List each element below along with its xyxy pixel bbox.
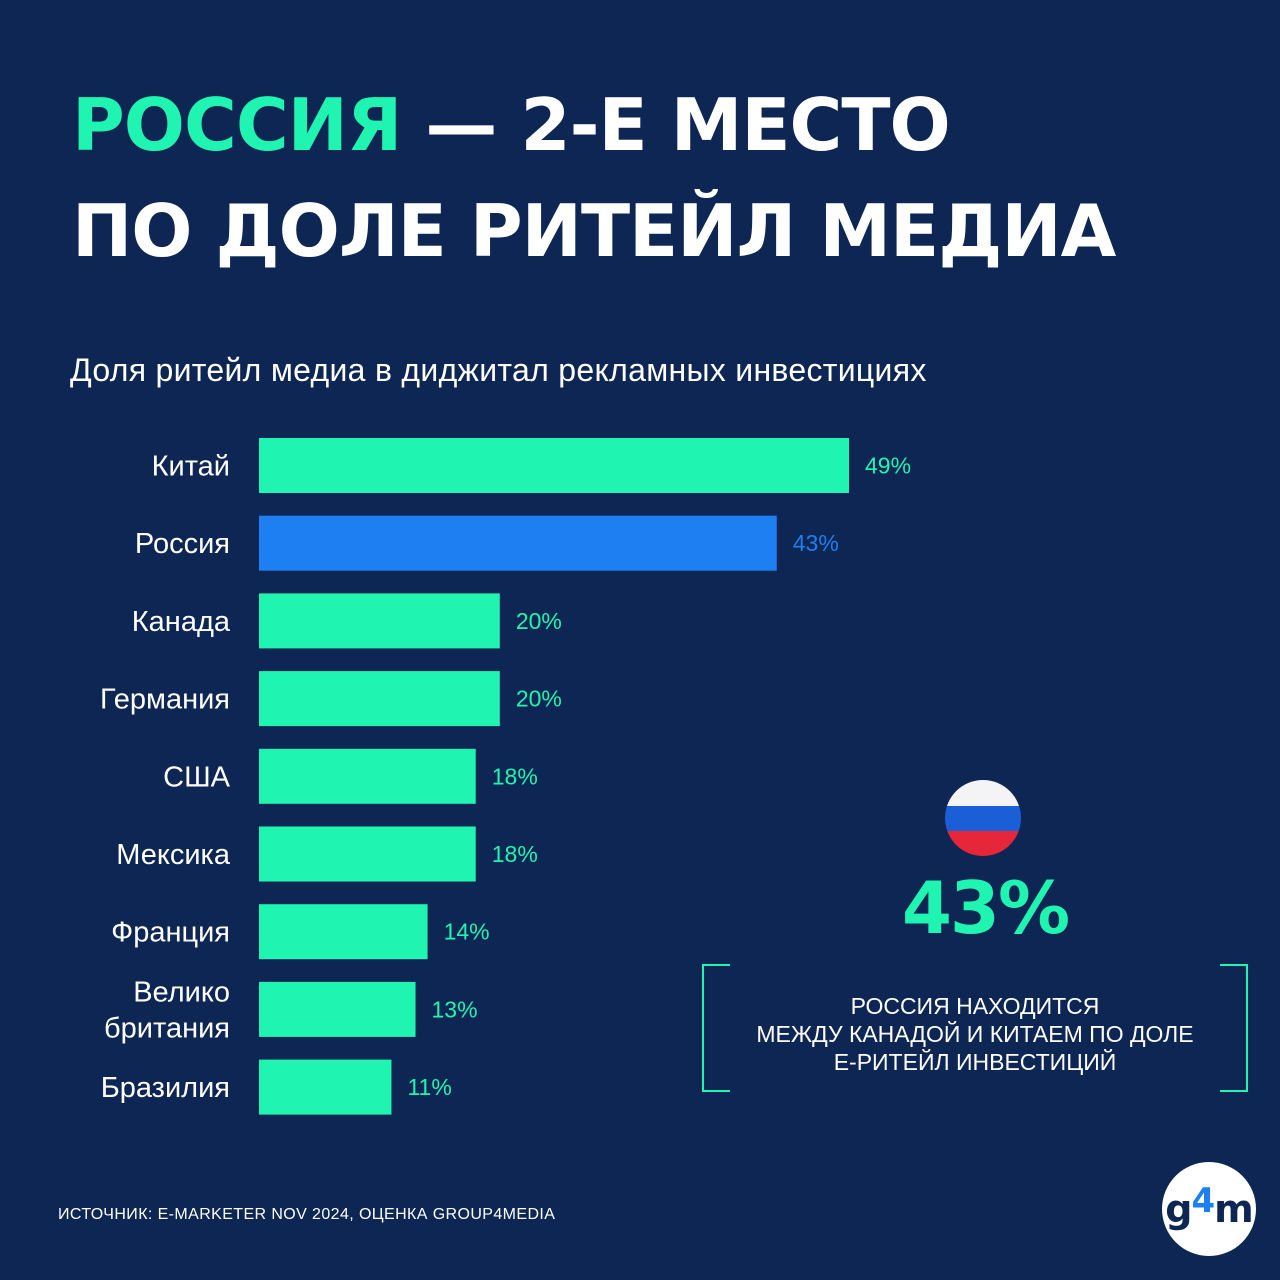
chart-title: Доля ритейл медиа в диджитал рекламных и…: [70, 352, 927, 388]
category-label-line: Канада: [132, 606, 231, 638]
source-note: ИСТОЧНИК: E-MARKETER NOV 2024, ОЦЕНКА GR…: [58, 1206, 556, 1223]
logo-letter-m: m: [1214, 1187, 1254, 1231]
category-label-line: Россия: [135, 528, 230, 560]
category-label: Велико британия: [104, 976, 230, 1044]
callout-value: 43%: [901, 866, 1070, 950]
headline: РОССИЯ — 2-Е МЕСТО ПО ДОЛЕ РИТЕЙЛ МЕДИА: [72, 72, 1116, 284]
category-label-line: британия: [104, 1012, 230, 1044]
bar: [259, 671, 500, 727]
value-label: 18%: [492, 841, 538, 867]
value-label: 20%: [516, 686, 562, 712]
value-label: 11%: [407, 1074, 451, 1100]
category-label: Бразилия: [101, 1072, 230, 1104]
callout-line: РОССИЯ НАХОДИТСЯ: [850, 993, 1100, 1019]
category-label-line: Мексика: [116, 839, 231, 871]
bar-chart: 49% Китай 43% Россия 20% Канада 20% Германия 18%…: [100, 438, 911, 1115]
bar: [259, 826, 476, 882]
callout-text: РОССИЯ НАХОДИТСЯ МЕЖДУ КАНАДОЙ И КИТАЕМ …: [722, 992, 1228, 1076]
category-label: Франция: [111, 917, 230, 949]
logo-digit-4: 4: [1191, 1181, 1215, 1221]
callout-line: Е-РИТЕЙЛ ИНВЕСТИЦИЙ: [833, 1049, 1117, 1075]
bar: [259, 981, 416, 1037]
category-label-line: Франция: [111, 917, 230, 949]
headline-accent: РОССИЯ: [72, 83, 402, 167]
callout-box: РОССИЯ НАХОДИТСЯ МЕЖДУ КАНАДОЙ И КИТАЕМ …: [702, 964, 1248, 1092]
category-label: Канада: [132, 606, 231, 638]
bar: [259, 1059, 392, 1115]
category-label-line: Бразилия: [101, 1072, 230, 1104]
headline-line1-rest: — 2-Е МЕСТО: [401, 83, 950, 167]
value-label: 13%: [432, 996, 478, 1022]
value-label: 18%: [492, 763, 538, 789]
bar: [259, 438, 849, 493]
category-label: Китай: [152, 451, 230, 483]
category-label: США: [163, 761, 231, 793]
logo-letter-g: g: [1165, 1187, 1192, 1231]
callout-line: МЕЖДУ КАНАДОЙ И КИТАЕМ ПО ДОЛЕ: [756, 1021, 1194, 1047]
value-label: 43%: [793, 530, 839, 556]
bracket-right: [1220, 964, 1248, 1092]
category-label: Россия: [135, 528, 230, 560]
bar: [259, 593, 500, 649]
category-label-line: Велико: [133, 976, 230, 1008]
russia-flag-icon: [945, 780, 1021, 856]
category-label: Германия: [100, 684, 230, 716]
value-label: 20%: [516, 608, 562, 634]
category-label-line: Китай: [152, 451, 230, 483]
category-label-line: США: [163, 761, 231, 793]
bar: [259, 515, 777, 571]
value-label: 49%: [865, 453, 911, 479]
headline-line2: ПО ДОЛЕ РИТЕЙЛ МЕДИА: [72, 189, 1116, 273]
bracket-left: [702, 964, 730, 1092]
category-label-line: Германия: [100, 684, 230, 716]
category-label: Мексика: [116, 839, 231, 871]
bar: [259, 904, 428, 960]
value-label: 14%: [444, 919, 490, 945]
bar: [259, 748, 476, 804]
